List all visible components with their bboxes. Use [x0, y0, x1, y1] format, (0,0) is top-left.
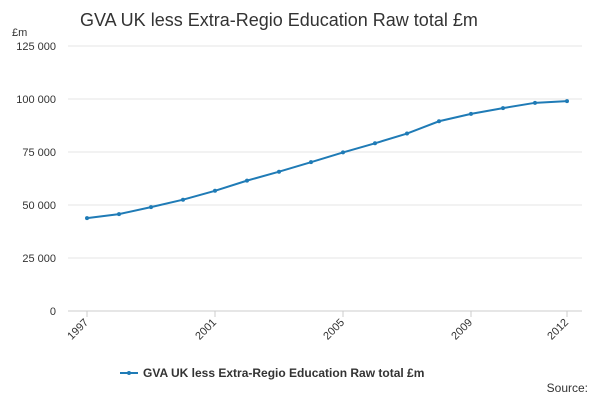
point [245, 178, 249, 183]
point [309, 160, 313, 165]
x-tick-label: 1997 [65, 317, 91, 343]
y-tick-label: 75 000 [22, 147, 56, 159]
x-tick-label: 2001 [193, 317, 219, 343]
y-tick-label: 25 000 [22, 253, 56, 265]
point [85, 216, 89, 221]
point [117, 212, 121, 217]
x-tick-label: 2009 [449, 317, 475, 343]
point [149, 205, 153, 210]
point [565, 99, 569, 104]
point [373, 141, 377, 146]
legend-marker [127, 371, 131, 375]
y-axis-label: £m [12, 27, 27, 39]
source: Source: [547, 381, 588, 395]
y-tick-label: 100 000 [16, 94, 56, 106]
line [86, 100, 568, 220]
y-tick-label: 125 000 [16, 41, 56, 53]
point [405, 131, 409, 136]
point [437, 119, 441, 124]
point [181, 197, 185, 202]
legend-label: GVA UK less Extra-Regio Education Raw to… [143, 366, 424, 380]
y-tick-label: 0 [50, 306, 56, 318]
point [341, 150, 345, 155]
point [533, 100, 537, 105]
point [213, 188, 217, 193]
point [469, 111, 473, 116]
y-tick-label: 50 000 [22, 200, 56, 212]
chart-title: GVA UK less Extra-Regio Education Raw to… [80, 10, 478, 30]
x-tick-label: 2005 [321, 317, 347, 343]
point [501, 106, 505, 111]
x-tick-label: 2012 [545, 317, 571, 343]
point [277, 169, 281, 174]
